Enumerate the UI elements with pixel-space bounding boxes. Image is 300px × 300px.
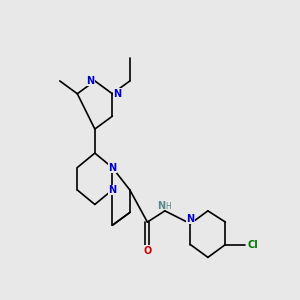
Text: N: N <box>86 76 94 86</box>
Text: Cl: Cl <box>248 239 259 250</box>
Text: N: N <box>157 201 165 211</box>
Text: N: N <box>108 163 116 172</box>
Text: O: O <box>143 246 152 256</box>
Text: N: N <box>186 214 194 224</box>
Text: N: N <box>113 89 121 99</box>
Text: H: H <box>165 202 171 211</box>
Text: N: N <box>108 185 116 195</box>
